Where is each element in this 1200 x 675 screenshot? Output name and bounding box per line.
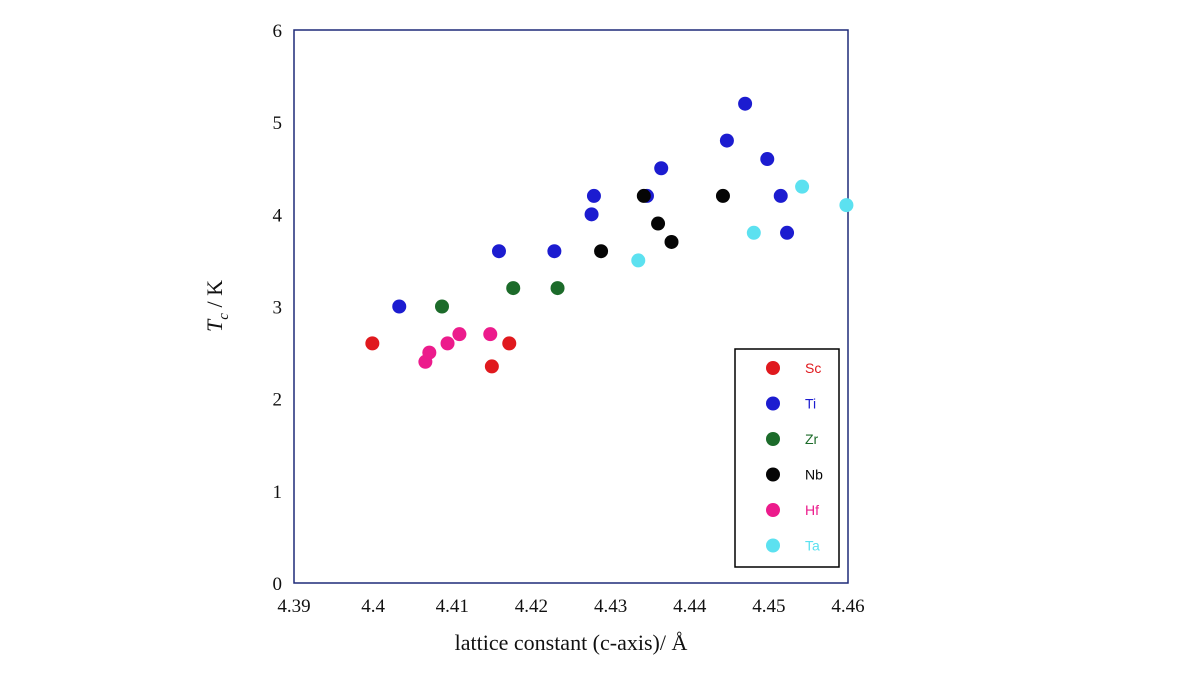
data-point-ti xyxy=(586,188,601,203)
legend-marker-ta xyxy=(766,538,780,553)
x-axis-title: lattice constant (c-axis)/ Å xyxy=(455,630,688,655)
data-point-nb xyxy=(651,216,666,231)
data-point-ti xyxy=(584,207,599,222)
data-point-ti xyxy=(773,188,788,203)
legend-label-zr: Zr xyxy=(805,431,819,447)
data-point-nb xyxy=(715,188,730,203)
data-point-hf xyxy=(422,345,437,360)
legend-label-ti: Ti xyxy=(805,396,816,412)
legend-label-sc: Sc xyxy=(805,360,821,376)
x-tick-label: 4.41 xyxy=(436,596,469,617)
data-point-ti xyxy=(738,96,753,111)
data-point-nb xyxy=(636,188,651,203)
svg-text:Tc / K: Tc / K xyxy=(202,280,232,332)
data-point-ti xyxy=(780,225,795,240)
y-tick-label: 4 xyxy=(273,205,283,226)
data-point-zr xyxy=(434,299,449,314)
legend-marker-sc xyxy=(766,361,780,375)
x-tick-label: 4.42 xyxy=(515,596,548,617)
data-point-ti xyxy=(760,152,775,167)
x-tick-label: 4.46 xyxy=(831,596,864,617)
legend-marker-nb xyxy=(766,467,780,482)
legend: Sc Ti Zr Nb Hf Ta xyxy=(734,348,840,568)
legend-marker-hf xyxy=(766,503,780,517)
data-point-ti xyxy=(654,161,669,176)
y-tick-label: 3 xyxy=(273,298,283,319)
x-tick-label: 4.44 xyxy=(673,596,707,617)
legend-label-hf: Hf xyxy=(805,502,819,518)
y-tick-label: 5 xyxy=(273,113,283,134)
y-axis-title: Tc / K xyxy=(202,280,232,332)
data-point-sc xyxy=(484,359,499,374)
data-point-ta xyxy=(839,198,854,213)
y-tick-label: 2 xyxy=(273,390,283,411)
data-point-sc xyxy=(365,336,380,351)
data-point-ti xyxy=(392,299,407,314)
y-axis-ticks: 0 1 2 3 4 5 6 xyxy=(273,21,283,595)
data-point-ti xyxy=(491,244,506,259)
x-axis-ticks: 4.39 4.4 4.41 4.42 4.43 4.44 4.45 4.46 xyxy=(277,596,864,617)
data-point-ta xyxy=(795,179,810,194)
legend-label-nb: Nb xyxy=(805,467,823,483)
y-tick-label: 1 xyxy=(273,482,283,503)
x-tick-label: 4.39 xyxy=(277,596,310,617)
data-point-ta xyxy=(746,225,761,240)
data-point-zr xyxy=(550,281,565,296)
data-point-hf xyxy=(483,327,498,342)
data-point-ti xyxy=(547,244,562,259)
data-points xyxy=(365,96,854,374)
y-axis-title-subscript: c xyxy=(216,313,232,320)
data-point-ta xyxy=(631,253,646,268)
data-point-sc xyxy=(502,336,517,351)
data-point-nb xyxy=(594,244,609,259)
data-point-nb xyxy=(664,234,679,249)
legend-marker-ti xyxy=(766,396,780,411)
y-tick-label: 6 xyxy=(273,21,283,42)
y-axis-title-symbol: T xyxy=(202,318,227,332)
x-tick-label: 4.45 xyxy=(752,596,785,617)
x-tick-label: 4.4 xyxy=(361,596,385,617)
data-point-hf xyxy=(440,336,455,351)
legend-marker-zr xyxy=(766,432,780,446)
y-axis-title-unit: / K xyxy=(202,280,227,313)
x-tick-label: 4.43 xyxy=(594,596,627,617)
plot-area-frame xyxy=(293,29,849,584)
legend-box xyxy=(734,348,840,568)
y-tick-label: 0 xyxy=(273,574,283,595)
data-point-hf xyxy=(452,327,467,342)
data-point-ti xyxy=(719,133,734,148)
legend-items: Sc Ti Zr Nb Hf Ta xyxy=(766,360,823,554)
legend-label-ta: Ta xyxy=(805,538,820,554)
data-point-zr xyxy=(506,281,521,296)
